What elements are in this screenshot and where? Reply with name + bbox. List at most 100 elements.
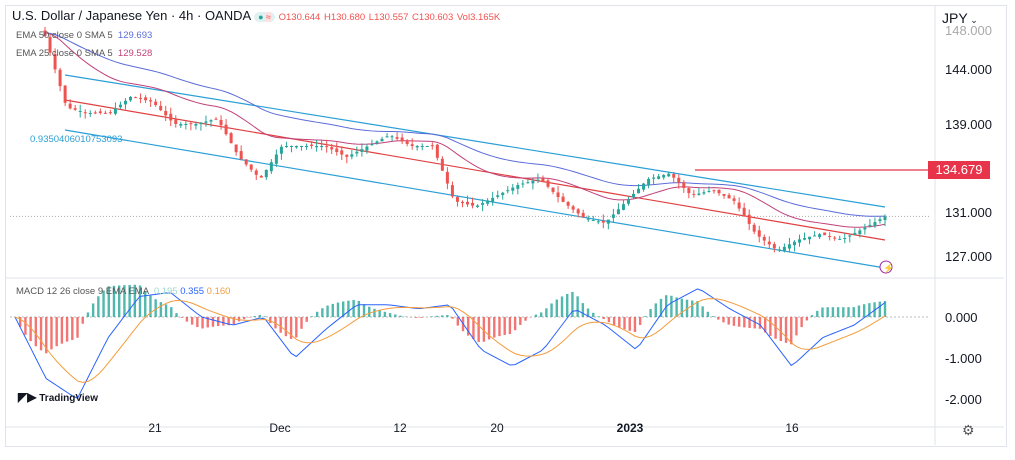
symbol-title: U.S. Dollar / Japanese Yen · 4h · OANDA … (12, 8, 500, 23)
candle-body (139, 97, 143, 99)
macd-histogram-bar (138, 285, 142, 317)
price-tick: 144.000 (945, 62, 992, 77)
candle-body (702, 192, 706, 194)
ema25-legend[interactable]: EMA 25 close 0 SMA 5 129.528 (16, 48, 152, 59)
candle-body (214, 118, 218, 120)
macd-histogram-bar (576, 296, 579, 317)
macd-histogram-bar (65, 317, 69, 342)
tradingview-logo[interactable]: ◤▶ TradingView (18, 390, 98, 404)
candle-body (677, 177, 681, 183)
ema50-legend[interactable]: EMA 50 close 0 SMA 5 129.693 (16, 30, 152, 41)
candle-body (843, 238, 847, 240)
macd-histogram-bar (763, 317, 767, 333)
candle-body (868, 224, 872, 227)
macd-histogram-bar (394, 314, 397, 317)
macd-histogram-bar (508, 317, 512, 334)
candle-body (345, 154, 349, 157)
candle-body (194, 123, 198, 126)
macd-histogram-bar (383, 311, 387, 317)
candle-body (491, 197, 495, 202)
macd-histogram-bar (805, 317, 809, 321)
candle-body (642, 183, 646, 190)
macd-histogram-bar (644, 316, 647, 317)
macd-histogram-bar (170, 307, 173, 317)
macd-histogram-bar (342, 301, 345, 317)
macd-histogram-bar (477, 317, 480, 342)
candle-body (848, 235, 852, 237)
candle-body (154, 101, 158, 106)
macd-histogram-bar (701, 306, 704, 317)
macd-histogram-bar (331, 303, 334, 317)
macd-histogram-bar (269, 317, 272, 324)
candle-body (808, 236, 812, 240)
candle-body (174, 119, 178, 124)
macd-histogram-bar (659, 298, 663, 317)
candle-body (415, 146, 419, 148)
candle-body (632, 193, 636, 198)
candle-body (466, 201, 470, 205)
candle-body (395, 137, 399, 139)
macd-histogram-bar (414, 317, 418, 318)
macd-histogram-bar (862, 304, 866, 317)
candle-body (169, 113, 173, 121)
candle-body (687, 188, 691, 194)
macd-histogram-bar (800, 317, 803, 328)
currency-selector[interactable]: JPY ⌄ (942, 10, 978, 26)
ohlc-low: L130.557 (368, 12, 409, 23)
candle-body (325, 146, 329, 148)
candle-body (179, 124, 183, 126)
macd-histogram-bar (237, 317, 241, 322)
candle-body (516, 185, 520, 189)
macd-histogram-bar (258, 314, 262, 317)
macd-histogram-bar (185, 317, 189, 322)
candle-body (189, 123, 193, 125)
time-tick: 2023 (617, 421, 644, 435)
candle-body (722, 193, 726, 196)
macd-histogram-bar (446, 315, 449, 317)
macd-legend[interactable]: MACD 12 26 close 9 EMA EMA 0.195 0.355 0… (16, 286, 230, 297)
macd-histogram-bar (821, 307, 824, 317)
candle-body (455, 196, 459, 202)
candle-body (93, 112, 97, 114)
macd-histogram-bar (206, 317, 209, 328)
candle-body (335, 148, 339, 152)
macd-histogram-bar (696, 301, 699, 317)
macd-histogram-bar (826, 307, 829, 317)
macd-histogram-bar (581, 303, 585, 317)
candle-body (486, 200, 490, 204)
price-marker-label: 134.679 (928, 161, 990, 179)
symbol-name[interactable]: U.S. Dollar / Japanese Yen · 4h · OANDA (12, 8, 251, 23)
ohlc-volume: Vol3.165K (456, 12, 501, 23)
candle-body (118, 104, 122, 108)
macd-histogram-bar (758, 317, 762, 329)
candle-body (78, 110, 82, 112)
candle-body (159, 105, 163, 111)
macd-histogram-bar (607, 317, 611, 323)
time-tick: 16 (785, 421, 799, 435)
macd-histogram-bar (612, 317, 616, 326)
candle-body (823, 232, 827, 236)
candle-body (385, 136, 389, 138)
macd-histogram-bar (39, 317, 43, 351)
macd-histogram-bar (347, 300, 350, 317)
macd-histogram-bar (420, 317, 423, 318)
macd-histogram-bar (732, 317, 736, 326)
candle-body (420, 146, 424, 147)
candle-body (611, 214, 615, 218)
candle-body (129, 96, 133, 101)
macd-histogram-bar (847, 307, 850, 317)
candle-body (405, 140, 409, 144)
macd-histogram-bar (816, 310, 819, 317)
candle-body (440, 158, 444, 171)
candle-body (536, 179, 540, 181)
candle-body (113, 108, 117, 114)
settings-gear-icon[interactable]: ⚙ (962, 422, 975, 438)
macd-histogram-bar (769, 317, 772, 336)
candle-body (279, 146, 283, 154)
candle-body (787, 244, 791, 249)
macd-histogram-bar (868, 303, 871, 317)
macd-histogram-bar (857, 305, 861, 317)
macd-histogram-bar (852, 307, 855, 317)
candle-body (274, 154, 278, 164)
